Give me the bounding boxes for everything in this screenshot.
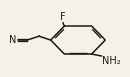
Text: N: N (9, 35, 17, 45)
Text: F: F (60, 12, 66, 22)
Text: NH₂: NH₂ (102, 56, 121, 66)
